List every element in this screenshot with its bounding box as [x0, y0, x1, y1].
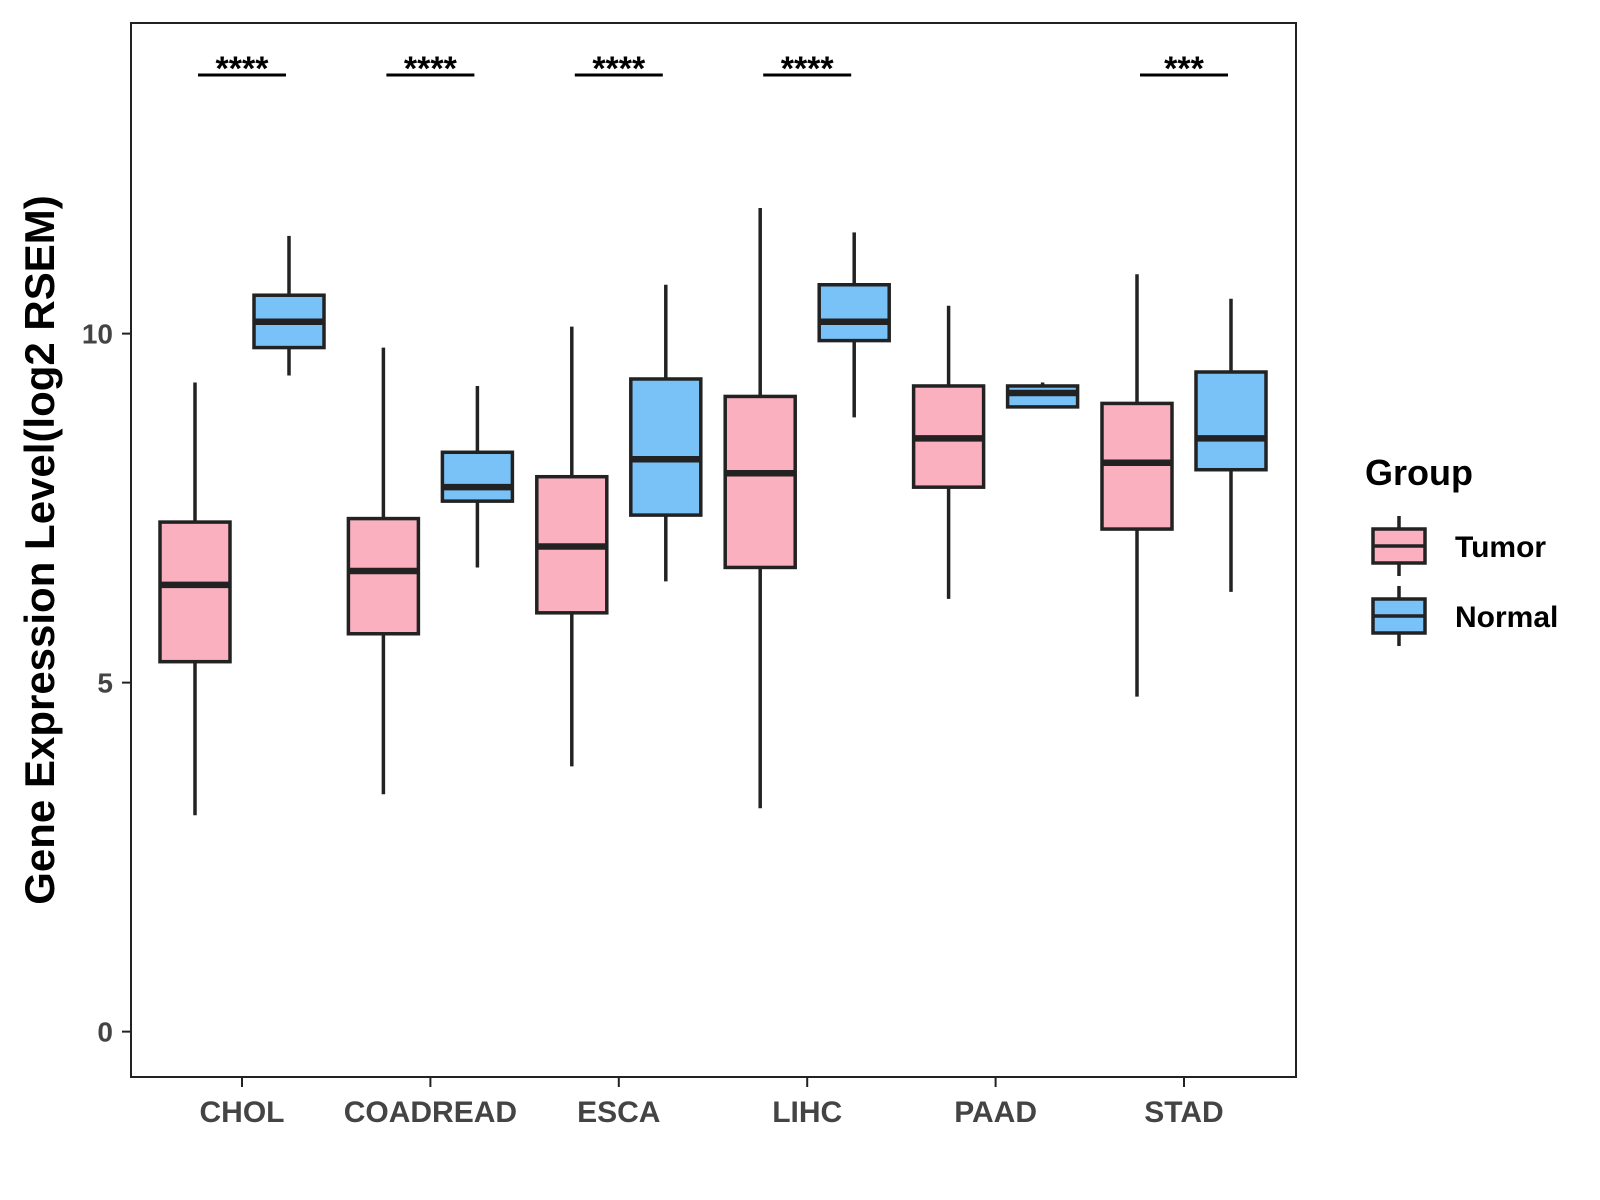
x-tick-label-lihc: LIHC: [772, 1096, 842, 1129]
significance-esca: ****: [574, 50, 663, 88]
significance-stars: ****: [781, 50, 835, 88]
box-body: [158, 520, 232, 664]
y-tick-label-0: 0: [97, 1017, 113, 1048]
box-body: [629, 377, 703, 517]
significance-stars: ****: [404, 50, 458, 88]
box-body: [1194, 370, 1268, 472]
significance-chol: ****: [198, 50, 286, 88]
x-tick-label-chol: CHOL: [200, 1096, 285, 1129]
boxes-layer: [158, 207, 1268, 816]
y-tick-label-10: 10: [82, 319, 113, 350]
box-tumor-chol: [158, 382, 232, 816]
box-body: [1100, 401, 1174, 531]
significance-stars: ****: [216, 50, 270, 88]
x-tick-label-coadread: COADREAD: [344, 1096, 517, 1129]
y-axis-title: Gene Expression Level(log2 RSEM): [16, 195, 63, 905]
y-tick-label-5: 5: [97, 668, 113, 699]
significance-stars: ***: [1164, 50, 1204, 88]
plot-panel: [130, 22, 1297, 1078]
box-body: [1005, 384, 1080, 409]
box-body: [346, 516, 421, 636]
legend-label-normal: Normal: [1455, 601, 1558, 634]
box-normal-lihc: [817, 232, 891, 418]
box-normal-stad: [1194, 298, 1268, 592]
y-axis: 0 5 10: [82, 319, 131, 1048]
box-normal-esca: [629, 284, 703, 582]
box-body: [723, 394, 797, 570]
box-tumor-lihc: [723, 207, 797, 809]
box-tumor-stad: [1100, 274, 1174, 697]
significance-stars: ****: [592, 50, 646, 88]
legend-item-tumor: Tumor: [1371, 516, 1546, 576]
significance-coadread: ****: [386, 50, 475, 88]
legend: Group Tumor Normal: [1365, 452, 1558, 646]
box-tumor-esca: [535, 326, 609, 767]
x-tick-label-paad: PAAD: [954, 1096, 1037, 1129]
box-tumor-coadread: [346, 347, 421, 795]
significance-stad: ***: [1140, 50, 1228, 88]
box-body: [817, 283, 891, 343]
x-tick-label-stad: STAD: [1144, 1096, 1223, 1129]
box-normal-coadread: [440, 385, 515, 568]
legend-title: Group: [1365, 452, 1473, 493]
box-tumor-paad: [911, 305, 986, 599]
x-axis: CHOL COADREAD ESCA LIHC PAAD STAD: [200, 1077, 1224, 1129]
x-tick-label-esca: ESCA: [577, 1096, 660, 1129]
legend-item-normal: Normal: [1371, 586, 1558, 646]
legend-label-tumor: Tumor: [1455, 531, 1546, 564]
significance-lihc: ****: [763, 50, 852, 88]
significance-layer: **** **** **** **** ***: [198, 50, 1228, 88]
box-body: [440, 450, 515, 503]
box-normal-chol: [252, 235, 326, 376]
box-normal-paad: [1005, 382, 1080, 409]
